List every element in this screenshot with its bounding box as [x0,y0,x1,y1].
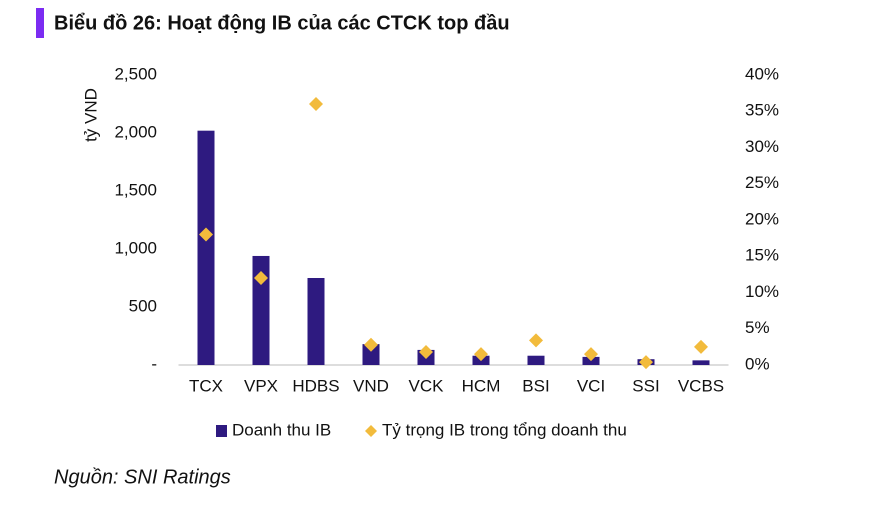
diamond-marker [254,271,268,285]
y-tick-label: 1,500 [114,180,157,199]
chart-title: Biểu đồ 26: Hoạt động IB của các CTCK to… [54,12,510,34]
legend-swatch [365,425,377,437]
diamond-marker [529,333,543,348]
bar [307,278,325,365]
diamond-marker [639,355,653,370]
y2-tick-label: 30% [745,137,779,156]
x-tick-label: HDBS [292,376,339,395]
y2-tick-label: 20% [745,209,779,228]
source: Nguồn: SNI Ratings [54,466,231,488]
y2-tick-label: 40% [745,64,779,83]
y-tick-label: 1,000 [114,238,157,257]
bar [252,255,270,365]
y-tick-label: 2,000 [114,122,157,141]
bar [527,355,545,365]
x-tick-label: VND [353,376,389,395]
x-tick-label: VCK [409,376,445,395]
x-tick-label: VPX [244,376,278,395]
y2-tick-label: 25% [745,173,779,192]
diamond-marker [474,347,488,362]
y2-tick-label: 0% [745,354,770,373]
diamond-marker [364,337,378,352]
diamond-marker [309,97,323,111]
diamond-marker [694,339,708,354]
y2-tick-label: 15% [745,246,779,265]
legend-swatch [216,425,227,437]
diamond-marker [419,344,433,359]
legend-label: Doanh thu IB [232,420,331,439]
y-axis-label: tỷ VND [81,88,100,142]
y2-tick-label: 5% [745,318,770,337]
y2-tick-label: 10% [745,282,779,301]
bar [692,360,710,365]
y-tick-label: 2,500 [114,64,157,83]
diamond-marker [199,227,213,242]
diamond-marker [584,347,598,362]
x-tick-label: VCI [577,376,605,395]
bar [197,130,215,365]
legend-label: Tỷ trọng IB trong tổng doanh thu [382,420,627,439]
title-accent [36,8,44,38]
bar [362,344,380,365]
x-tick-label: TCX [189,376,223,395]
x-tick-label: BSI [522,376,549,395]
y2-tick-label: 35% [745,101,779,120]
x-tick-label: HCM [462,376,501,395]
y-tick-label: 500 [129,296,157,315]
y-tick-label: - [151,354,157,373]
x-tick-label: SSI [632,376,659,395]
x-tick-label: VCBS [678,376,724,395]
